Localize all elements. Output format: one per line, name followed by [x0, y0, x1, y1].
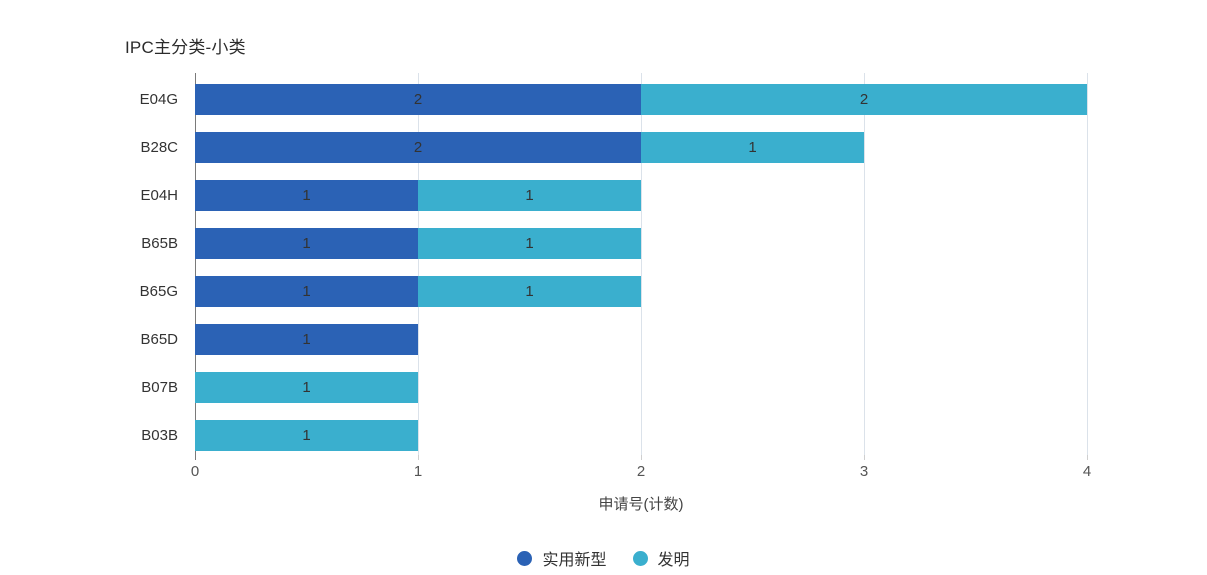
- bar-segment-B03B-series1[interactable]: 1: [195, 420, 418, 451]
- bar-value-label: 1: [302, 427, 311, 444]
- bar-segment-B65G-series1[interactable]: 1: [418, 276, 641, 307]
- chart-title: IPC主分类-小类: [125, 38, 246, 57]
- y-axis-label-B07B: B07B: [141, 379, 178, 396]
- y-axis-label-B28C: B28C: [140, 139, 178, 156]
- bar-segment-B65D-series0[interactable]: 1: [195, 324, 418, 355]
- y-axis-label-E04G: E04G: [139, 91, 178, 108]
- x-tick-mark-3: [864, 455, 865, 460]
- y-axis-label-E04H: E04H: [140, 187, 178, 204]
- bar-value-label: 1: [302, 283, 311, 300]
- bar-segment-B07B-series1[interactable]: 1: [195, 372, 418, 403]
- bar-value-label: 1: [302, 331, 311, 348]
- bar-row-B03B: 1: [195, 420, 1087, 451]
- bar-segment-E04H-series1[interactable]: 1: [418, 180, 641, 211]
- bar-value-label: 2: [413, 91, 423, 108]
- bar-value-label: 1: [525, 235, 534, 252]
- bar-value-label: 1: [748, 139, 757, 156]
- bar-row-B07B: 1: [195, 372, 1087, 403]
- bar-segment-B65B-series1[interactable]: 1: [418, 228, 641, 259]
- y-axis-label-B65B: B65B: [141, 235, 178, 252]
- gridline-3: [864, 73, 865, 455]
- bar-value-label: 2: [413, 139, 423, 156]
- bar-segment-B28C-series1[interactable]: 1: [641, 132, 864, 163]
- bar-segment-B28C-series0[interactable]: 2: [195, 132, 641, 163]
- bar-segment-E04H-series0[interactable]: 1: [195, 180, 418, 211]
- x-tick-mark-4: [1087, 455, 1088, 460]
- x-tick-mark-1: [418, 455, 419, 460]
- bar-row-B65D: 1: [195, 324, 1087, 355]
- bar-value-label: 1: [525, 283, 534, 300]
- x-tick-label-2: 2: [636, 463, 646, 480]
- legend-label: 发明: [657, 552, 690, 569]
- bar-segment-E04G-series1[interactable]: 2: [641, 84, 1087, 115]
- legend-swatch-icon: [517, 550, 533, 566]
- x-tick-label-3: 3: [859, 463, 869, 480]
- gridline-2: [641, 73, 642, 455]
- bar-value-label: 1: [302, 235, 311, 252]
- x-tick-label-0: 0: [190, 463, 200, 480]
- legend-label: 实用新型: [542, 552, 607, 569]
- y-axis-label-B65D: B65D: [140, 331, 178, 348]
- x-tick-mark-2: [641, 455, 642, 460]
- bar-value-label: 1: [525, 187, 534, 204]
- bar-segment-B65B-series0[interactable]: 1: [195, 228, 418, 259]
- x-tick-label-4: 4: [1082, 463, 1092, 480]
- y-axis-label-B65G: B65G: [139, 283, 178, 300]
- y-axis-line: [195, 73, 196, 460]
- legend-swatch-icon: [632, 550, 648, 566]
- legend: 实用新型 发明: [0, 546, 1207, 570]
- legend-item-1[interactable]: 发明: [632, 546, 690, 570]
- legend-item-0[interactable]: 实用新型: [517, 546, 607, 570]
- y-axis-label-B03B: B03B: [141, 427, 178, 444]
- x-axis-title: 申请号(计数): [598, 496, 684, 513]
- bar-value-label: 2: [859, 91, 869, 108]
- gridline-4: [1087, 73, 1088, 455]
- bar-value-label: 1: [302, 187, 311, 204]
- bar-segment-E04G-series0[interactable]: 2: [195, 84, 641, 115]
- gridline-1: [418, 73, 419, 455]
- x-tick-label-1: 1: [413, 463, 423, 480]
- bar-segment-B65G-series0[interactable]: 1: [195, 276, 418, 307]
- bar-value-label: 1: [302, 379, 311, 396]
